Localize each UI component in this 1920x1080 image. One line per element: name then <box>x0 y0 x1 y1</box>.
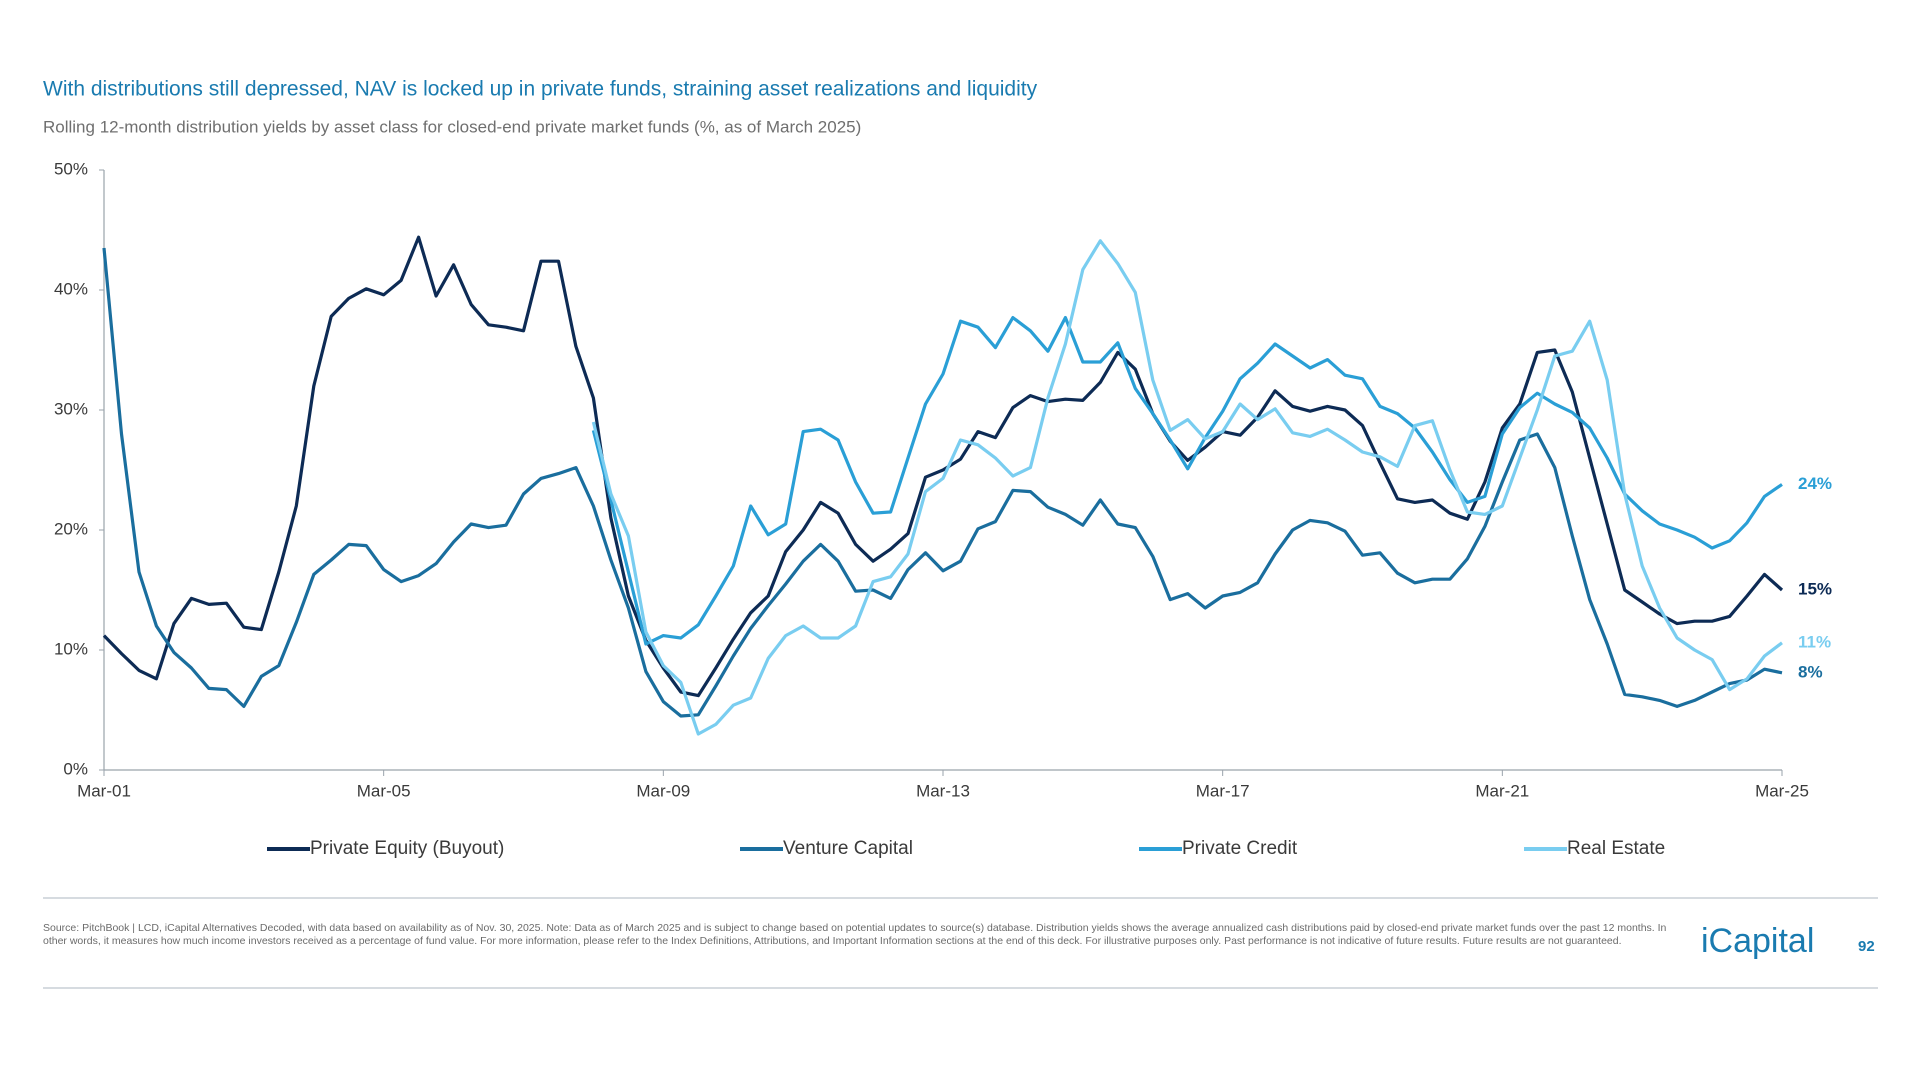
legend-label: Private Equity (Buyout) <box>310 838 504 859</box>
logo: iCapital <box>1701 922 1814 960</box>
y-tick-label: 30% <box>54 399 88 418</box>
x-tick-label: Mar-13 <box>916 781 970 800</box>
y-tick-label: 40% <box>54 279 88 298</box>
series-line <box>102 235 1784 698</box>
series-line <box>591 239 1783 736</box>
end-label: 8% <box>1798 662 1823 681</box>
x-tick-label: Mar-21 <box>1475 781 1529 800</box>
x-tick-label: Mar-01 <box>77 781 131 800</box>
end-label: 15% <box>1798 579 1832 598</box>
y-tick-label: 10% <box>54 639 88 658</box>
end-label: 24% <box>1798 474 1832 493</box>
end-label: 11% <box>1798 632 1831 651</box>
y-tick-label: 50% <box>54 159 88 178</box>
page-number: 92 <box>1858 938 1875 955</box>
legend-label: Venture Capital <box>783 838 913 859</box>
chart-subtitle: Rolling 12-month distribution yields by … <box>43 117 861 136</box>
series-line <box>591 316 1783 646</box>
series-line <box>102 247 1783 718</box>
y-tick-label: 0% <box>63 759 88 778</box>
y-tick-label: 20% <box>54 519 88 538</box>
chart-title: With distributions still depressed, NAV … <box>43 78 1038 101</box>
x-tick-label: Mar-09 <box>636 781 690 800</box>
source-note: Source: PitchBook | LCD, iCapital Altern… <box>43 922 1667 947</box>
x-tick-label: Mar-05 <box>357 781 411 800</box>
legend-label: Private Credit <box>1182 838 1298 859</box>
x-tick-label: Mar-25 <box>1755 781 1809 800</box>
legend-label: Real Estate <box>1567 838 1665 859</box>
x-tick-label: Mar-17 <box>1196 781 1250 800</box>
